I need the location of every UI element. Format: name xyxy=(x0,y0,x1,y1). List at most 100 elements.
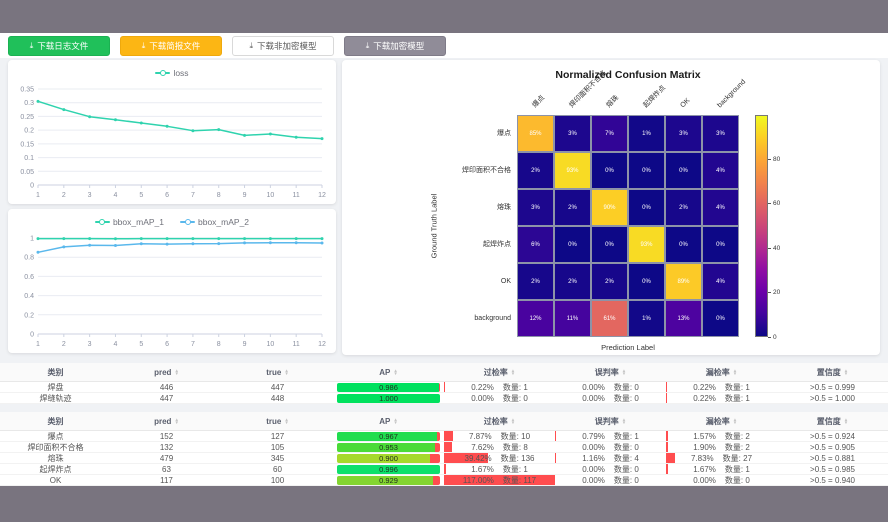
ap-bar-fill xyxy=(337,464,440,474)
column-header-label: pred xyxy=(154,367,172,377)
column-header-true[interactable]: true ▲ ▼ xyxy=(222,363,333,382)
column-header-class: 类别 xyxy=(0,412,111,431)
rate-count: 数量: 1 xyxy=(502,464,528,474)
sort-caret-icon[interactable]: ▲ ▼ xyxy=(393,368,397,376)
sort-caret-half: ▼ xyxy=(393,420,398,425)
matrix-cell: 90% xyxy=(591,189,628,226)
column-header-miss[interactable]: 漏检率 ▲ ▼ xyxy=(666,363,777,382)
download-report-button[interactable]: ⤓ 下载简报文件 xyxy=(120,35,222,56)
rate-bar xyxy=(666,453,675,463)
legend-marker-dot-icon xyxy=(99,219,106,225)
sort-caret-half: ▲ xyxy=(732,416,738,422)
cell-overdetect-rate: 1.67% 数量: 1 xyxy=(444,464,555,475)
legend-item-loss[interactable]: loss xyxy=(155,68,189,78)
sort-caret-half: ▲ xyxy=(174,416,179,422)
ap-bar: 0.996 xyxy=(337,464,440,474)
svg-text:11: 11 xyxy=(293,192,300,199)
column-header-confidence[interactable]: 置信度 ▲ ▼ xyxy=(777,412,888,431)
table-gap xyxy=(0,404,888,412)
rate-count: 数量: 1 xyxy=(613,431,639,441)
rate-bar xyxy=(444,475,555,485)
svg-text:1: 1 xyxy=(36,192,40,199)
sort-caret-icon[interactable]: ▲ ▼ xyxy=(284,417,288,425)
rate-text: 117.00% 数量: 117 xyxy=(462,475,537,485)
matrix-cell: 2% xyxy=(665,189,702,226)
download-unencrypted-model-button[interactable]: ⤓ 下载非加密模型 xyxy=(232,35,334,56)
table-row: OK 117 100 0.929 117.00% 数量: 117 0.00% 数量: 0 0.0… xyxy=(0,475,888,486)
svg-text:0: 0 xyxy=(30,183,34,190)
table-row: 起焊炸点 63 60 0.996 1.67% 数量: 1 0.00% 数量: 0 1.67% 数量… xyxy=(0,464,888,475)
svg-text:9: 9 xyxy=(243,192,247,199)
rate-percent: 117.00% xyxy=(462,475,494,485)
legend-item-bbox_mAP_1[interactable]: bbox_mAP_1 xyxy=(94,217,164,227)
rate-count: 数量: 0 xyxy=(502,393,528,403)
svg-text:1: 1 xyxy=(30,236,34,243)
download-encrypted-model-button[interactable]: ⤓ 下载加密模型 xyxy=(344,35,446,56)
rate-text: 1.90% 数量: 2 xyxy=(693,442,750,452)
matrix-cell: 13% xyxy=(665,300,702,337)
sort-caret-icon[interactable]: ▲ ▼ xyxy=(174,416,179,425)
column-header-misjudge[interactable]: 误判率 ▲ ▼ xyxy=(555,412,666,431)
colorbar-tick-label: 0 xyxy=(773,333,777,341)
sort-caret-half: ▲ xyxy=(621,367,627,373)
matrix-cell: 2% xyxy=(517,263,554,300)
legend-item-bbox_mAP_2[interactable]: bbox_mAP_2 xyxy=(180,217,249,227)
rate-text: 39.42% 数量: 136 xyxy=(465,453,535,463)
sort-caret-icon[interactable]: ▲ ▼ xyxy=(844,417,848,425)
matrix-cell: 0% xyxy=(628,152,665,189)
matrix-cell: 2% xyxy=(591,263,628,300)
table-row: 熔珠 479 345 0.900 39.42% 数量: 136 1.16% 数量: 4 7.83… xyxy=(0,453,888,464)
sort-caret-icon[interactable]: ▲ ▼ xyxy=(393,417,398,425)
sort-caret-icon[interactable]: ▲ ▼ xyxy=(732,416,738,425)
matrix-x-label: 熔珠 xyxy=(605,94,621,110)
matrix-cell: 93% xyxy=(554,152,591,189)
svg-text:12: 12 xyxy=(318,192,326,199)
cell-confidence: >0.5 = 0.881 xyxy=(777,453,888,464)
sort-caret-icon[interactable]: ▲ ▼ xyxy=(621,367,627,376)
cell-overdetect-rate: 7.62% 数量: 8 xyxy=(444,442,555,453)
svg-text:0.2: 0.2 xyxy=(24,128,34,135)
column-header-miss[interactable]: 漏检率 ▲ ▼ xyxy=(666,412,777,431)
column-header-pred[interactable]: pred ▲ ▼ xyxy=(111,412,222,431)
matrix-y-label: background xyxy=(474,314,511,322)
column-header-misjudge[interactable]: 误判率 ▲ ▼ xyxy=(555,363,666,382)
column-header-ap[interactable]: AP ▲ ▼ xyxy=(333,412,444,431)
ap-bar: 0.986 xyxy=(337,382,440,392)
download-log-button[interactable]: ⤓ 下载日志文件 xyxy=(8,35,110,56)
sort-caret-icon[interactable]: ▲ ▼ xyxy=(733,368,737,376)
matrix-cell: 89% xyxy=(665,263,702,300)
rate-percent: 0.22% xyxy=(693,393,716,403)
matrix-cell: 2% xyxy=(517,152,554,189)
sort-caret-icon[interactable]: ▲ ▼ xyxy=(844,368,848,376)
cell-class-name: 熔珠 xyxy=(0,453,111,464)
legend-marker-dot-icon xyxy=(159,70,166,76)
rate-text: 0.00% 数量: 0 xyxy=(693,475,750,485)
matrix-cell: 12% xyxy=(517,300,554,337)
solder-metrics-table: 类别 pred ▲ ▼ true ▲ ▼ AP ▲ ▼ 过检率 ▲ ▼ 误判率 ▲ ▼ 漏检率 ▲ ▼ 置信度 ▲ ▼ 焊盘… xyxy=(0,363,888,404)
column-header-ap[interactable]: AP ▲ ▼ xyxy=(333,363,444,382)
sort-caret-icon[interactable]: ▲ ▼ xyxy=(511,417,515,425)
sort-caret-icon[interactable]: ▲ ▼ xyxy=(511,368,515,376)
ap-value: 0.996 xyxy=(379,464,398,474)
column-header-overdetect[interactable]: 过检率 ▲ ▼ xyxy=(444,412,555,431)
matrix-cell: 7% xyxy=(591,115,628,152)
rate-percent: 7.62% xyxy=(471,442,494,452)
cell-overdetect-rate: 7.87% 数量: 10 xyxy=(444,431,555,442)
ap-value: 0.986 xyxy=(379,382,398,392)
sort-caret-icon[interactable]: ▲ ▼ xyxy=(284,368,288,376)
rate-count: 数量: 10 xyxy=(500,431,531,441)
confusion-matrix-title: Normalized Confusion Matrix xyxy=(555,69,701,81)
svg-text:7: 7 xyxy=(191,192,195,199)
column-header-true[interactable]: true ▲ ▼ xyxy=(222,412,333,431)
column-header-overdetect[interactable]: 过检率 ▲ ▼ xyxy=(444,363,555,382)
matrix-cell: 3% xyxy=(702,115,739,152)
sort-caret-icon[interactable]: ▲ ▼ xyxy=(622,417,626,425)
rate-count: 数量: 117 xyxy=(502,475,537,485)
svg-text:6: 6 xyxy=(165,341,169,348)
rate-percent: 1.67% xyxy=(471,464,494,474)
column-header-pred[interactable]: pred ▲ ▼ xyxy=(111,363,222,382)
sort-caret-icon[interactable]: ▲ ▼ xyxy=(174,368,178,376)
matrix-cell: 0% xyxy=(628,263,665,300)
column-header-confidence[interactable]: 置信度 ▲ ▼ xyxy=(777,363,888,382)
